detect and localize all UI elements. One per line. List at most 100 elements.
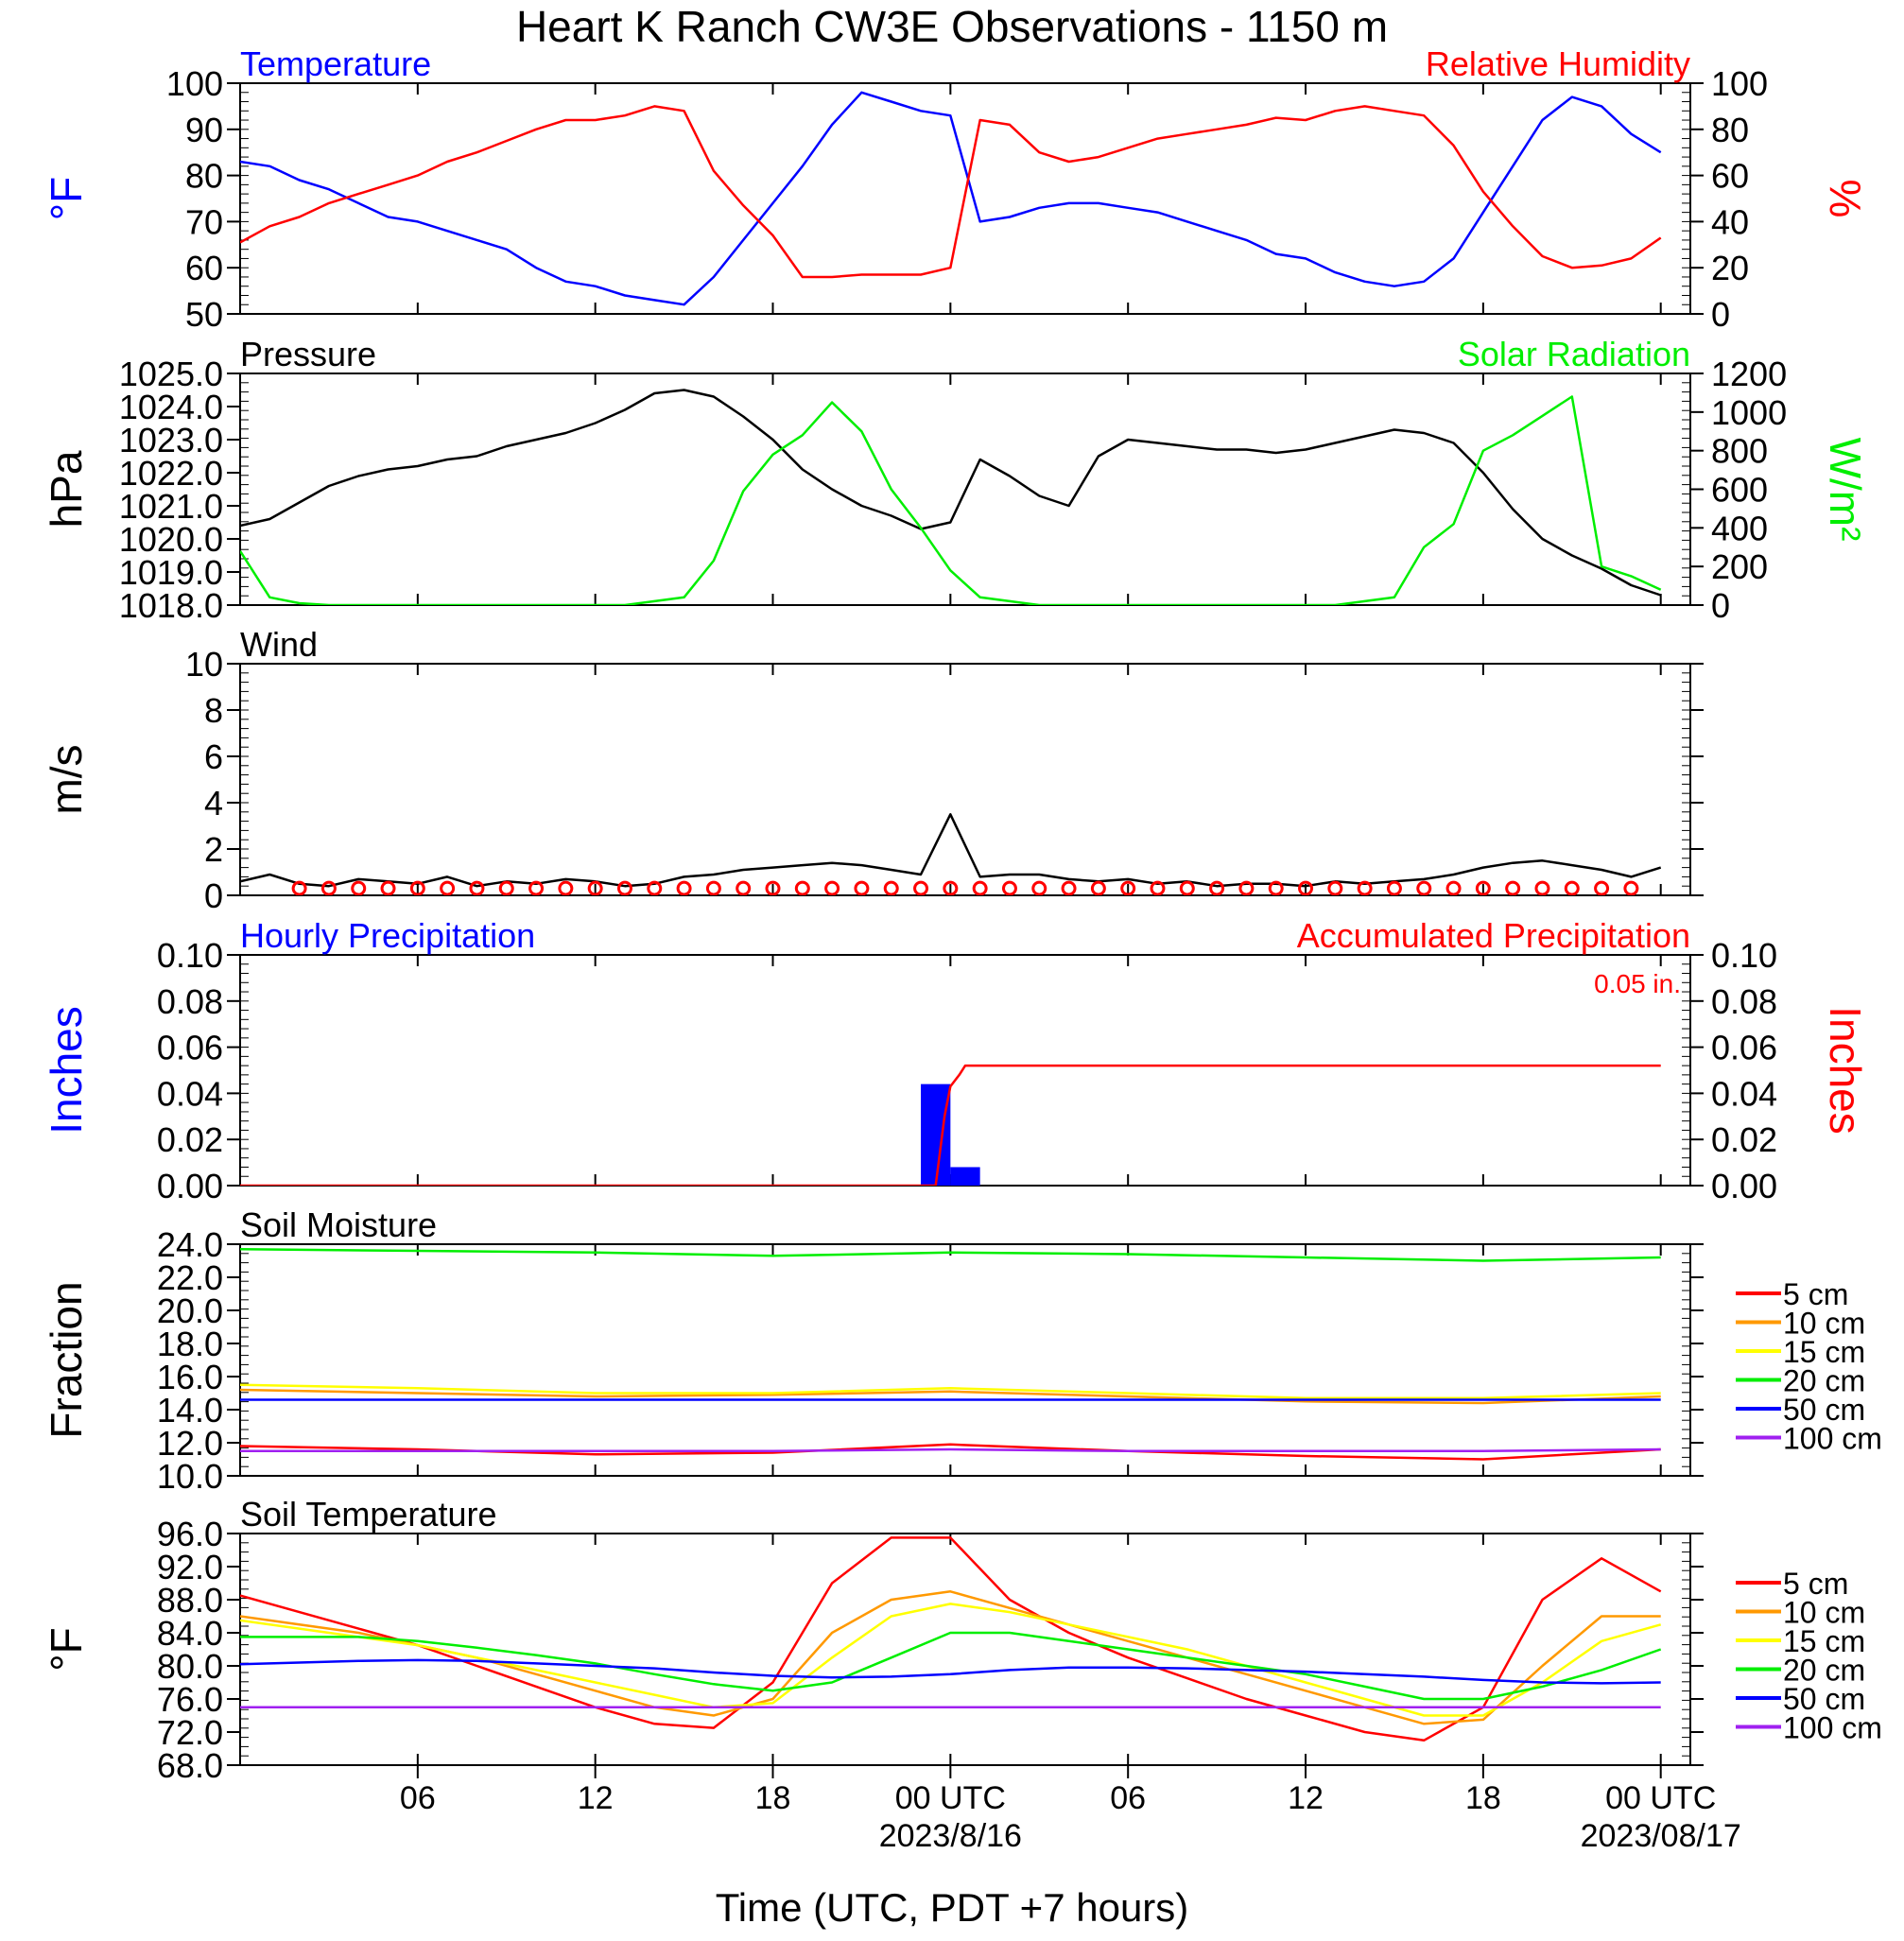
wind-barb-calm-10	[587, 880, 603, 895]
y-axis-title-left: Inches	[42, 1006, 91, 1135]
y-tick-label: 0.00	[157, 1167, 223, 1205]
y-tick-label-right: 20	[1711, 249, 1749, 287]
panel-title-left: Hourly Precipitation	[240, 916, 535, 955]
y-tick-label: 1019.0	[119, 553, 223, 592]
legend-label: 20 cm	[1783, 1654, 1865, 1688]
y-axis-title-left: °F	[42, 177, 91, 221]
x-tick-label-5: 12	[1288, 1780, 1324, 1816]
x-tick-label-2: 18	[755, 1780, 791, 1816]
y-tick-label-right: 600	[1711, 471, 1768, 510]
series-line-temperature	[240, 91, 1662, 306]
wind-barb-calm-36	[1357, 880, 1373, 895]
wind-barb-calm-6	[469, 880, 485, 895]
y-tick-label: 0.08	[157, 982, 223, 1021]
wind-barb-calm-32	[1238, 880, 1255, 895]
y-tick-label: 2	[204, 830, 223, 869]
wind-barb-calm-1	[320, 880, 337, 895]
y-tick-label: 12.0	[157, 1424, 223, 1463]
wind-barb-calm-15	[736, 880, 752, 895]
panel-soil_moisture: 10.012.014.016.018.020.022.024.0 Soil Moi…	[42, 1205, 1882, 1496]
wind-barb-calm-17	[794, 880, 810, 895]
y-tick-label: 1025.0	[119, 355, 223, 393]
y-tick-label-right: 200	[1711, 547, 1768, 586]
y-tick-label: 96.0	[157, 1515, 223, 1553]
y-tick-label-right: 40	[1711, 202, 1749, 241]
wind-barb-calm-25	[1031, 880, 1047, 895]
wind-barb-calm-43	[1564, 880, 1580, 895]
series-line-relative-humidity	[240, 105, 1662, 279]
wind-barb-calm-19	[854, 880, 870, 895]
panel-title-left: Pressure	[240, 335, 376, 373]
x-date-label-7: 2023/08/17	[1581, 1818, 1741, 1854]
legend-label: 50 cm	[1783, 1682, 1865, 1716]
panel-title-left: Soil Temperature	[240, 1495, 496, 1534]
y-tick-label: 6	[204, 737, 223, 776]
wind-barb-calm-39	[1445, 880, 1462, 895]
y-tick-label: 4	[204, 784, 223, 823]
panel-title-right: Solar Radiation	[1458, 335, 1690, 373]
y-tick-label: 84.0	[157, 1614, 223, 1653]
data-layer	[240, 1248, 1661, 1461]
x-tick-label-6: 18	[1465, 1780, 1501, 1816]
y-axis-title-left: hPa	[42, 450, 91, 528]
y-tick-label: 1020.0	[119, 520, 223, 559]
wind-barb-calm-9	[558, 880, 574, 895]
y-tick-label: 88.0	[157, 1581, 223, 1620]
series-line-accumulated-precipitation	[240, 1064, 1661, 1186]
wind-barb-calm-16	[765, 880, 781, 895]
plot-frame	[239, 954, 1691, 1187]
series-line-50-cm	[240, 1658, 1661, 1685]
y-tick-label: 8	[204, 691, 223, 730]
y-tick-label: 68.0	[157, 1746, 223, 1785]
panel-precip: 0.00 0.02 0.04 0.06 0.08 0.10 0.00 0.02 0.04 0.06…	[42, 916, 1870, 1205]
plot-frame	[239, 663, 1691, 896]
legend-label: 50 cm	[1783, 1393, 1865, 1427]
x-tick-label-0: 06	[400, 1780, 436, 1816]
y-tick-label-right: 0.00	[1711, 1167, 1777, 1205]
y-tick-label: 80.0	[157, 1647, 223, 1686]
y-tick-label: 10	[185, 645, 223, 684]
panel-title-left: Soil Moisture	[240, 1205, 437, 1244]
legend-label: 20 cm	[1783, 1364, 1865, 1398]
wind-barb-calm-45	[1623, 880, 1639, 895]
precip-bar-1	[950, 1167, 980, 1186]
y-tick-label: 14.0	[157, 1391, 223, 1430]
precip-bar-0	[921, 1083, 951, 1186]
series-line-15-cm	[240, 1603, 1662, 1717]
wind-barb-calm-7	[498, 880, 514, 895]
series-line-wind-speed	[240, 813, 1662, 888]
wind-barb-calm-14	[705, 880, 721, 895]
y-tick-label-right: 0.02	[1711, 1120, 1777, 1159]
y-tick-label-right: 0.04	[1711, 1074, 1777, 1113]
y-tick-label-right: 800	[1711, 432, 1768, 471]
y-tick-label: 80	[185, 157, 223, 196]
y-tick-label: 72.0	[157, 1713, 223, 1752]
wind-barb-calm-28	[1120, 880, 1136, 895]
legend-label: 15 cm	[1783, 1335, 1865, 1369]
wind-barb-calm-37	[1386, 880, 1402, 895]
wind-barb-calm-27	[1090, 880, 1106, 895]
wind-barb-calm-5	[440, 880, 456, 895]
series-line-solar-radiation	[240, 395, 1662, 605]
data-layer	[240, 389, 1662, 605]
y-tick-label: 70	[185, 202, 223, 241]
y-tick-label: 60	[185, 249, 223, 287]
y-tick-label: 1018.0	[119, 586, 223, 625]
x-tick-label-7: 00 UTC	[1605, 1780, 1716, 1816]
wind-barb-calm-26	[1061, 880, 1077, 895]
x-tick-label-3: 00 UTC	[895, 1780, 1006, 1816]
y-axis-title-left: m/s	[42, 744, 91, 814]
plot-frame	[239, 1243, 1691, 1477]
legend-label: 5 cm	[1783, 1277, 1848, 1311]
panel-wind: 0 2 4 6 8 10 Wind m/s	[42, 625, 1704, 915]
series-line-10-cm	[240, 1388, 1661, 1405]
accumulated-total-label: 0.05 in.	[1594, 969, 1681, 998]
y-tick-label: 1022.0	[119, 454, 223, 493]
legend-label: 100 cm	[1783, 1711, 1882, 1745]
wind-barb-calm-29	[1150, 880, 1166, 895]
y-tick-label-right: 60	[1711, 157, 1749, 196]
legend-label: 10 cm	[1783, 1307, 1865, 1341]
